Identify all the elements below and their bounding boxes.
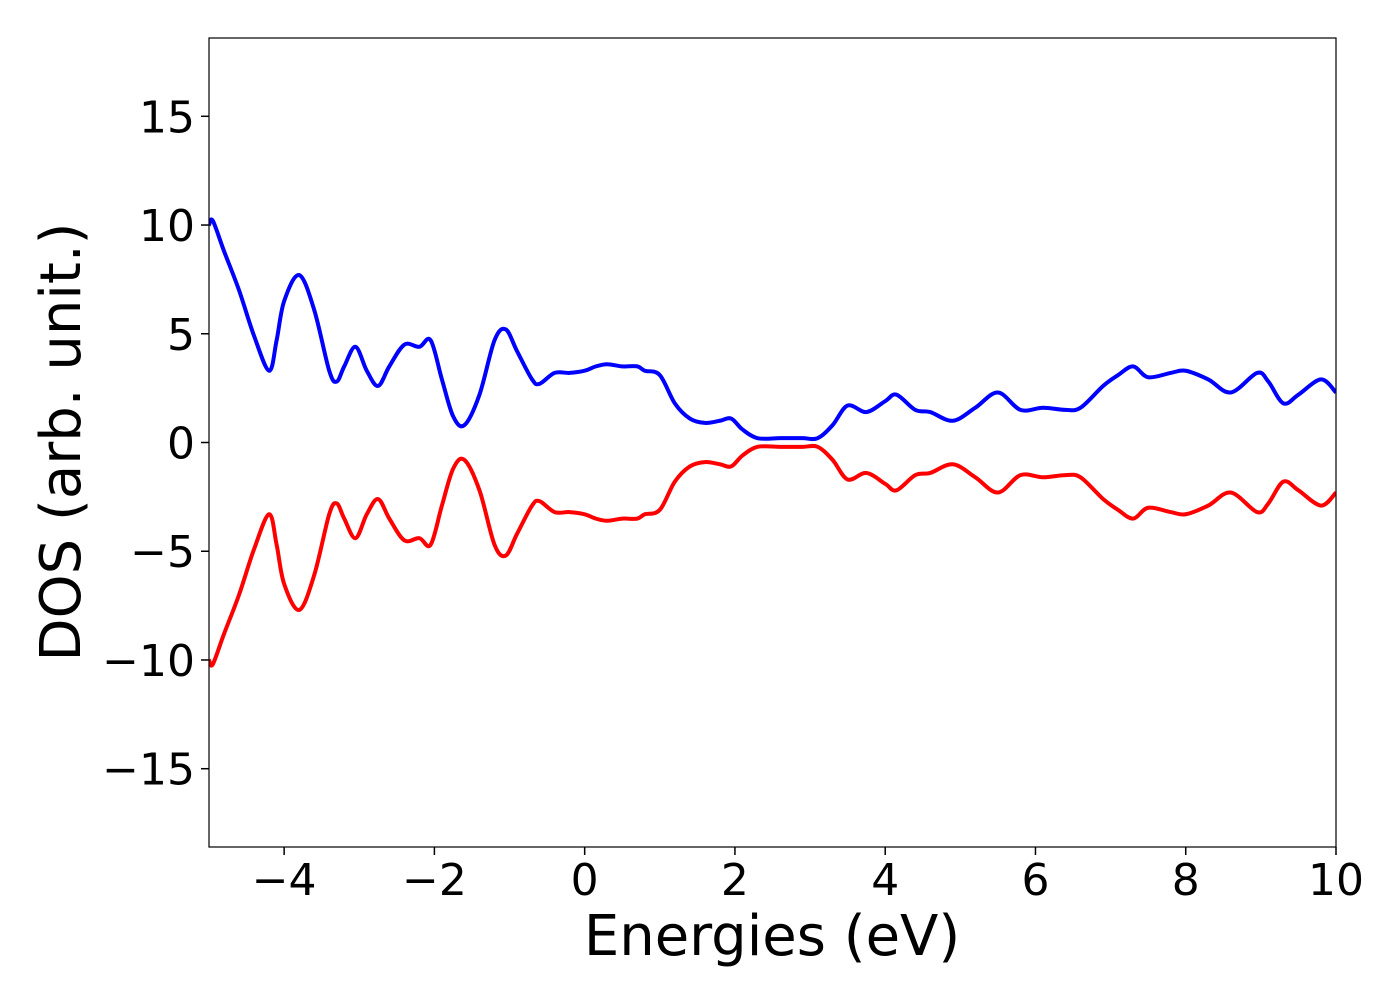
y-axis-label: DOS (arb. unit.) — [29, 222, 94, 661]
y-tick-label: −5 — [130, 527, 195, 578]
y-tick-label: −15 — [102, 745, 195, 796]
x-tick-label: 2 — [721, 855, 749, 906]
x-tick-label: 4 — [871, 855, 899, 906]
plot-frame — [208, 37, 1337, 848]
x-tick-label: −4 — [252, 855, 317, 906]
y-tick-label: 0 — [167, 419, 195, 470]
y-tick-label: −10 — [102, 636, 195, 687]
x-tick-label: −2 — [402, 855, 467, 906]
dos-line — [209, 443, 1336, 668]
x-tick-label: 6 — [1021, 855, 1049, 906]
x-tick-label: 10 — [1308, 855, 1364, 906]
x-axis-label: Energies (eV) — [584, 904, 960, 969]
y-tick-label: 5 — [167, 310, 195, 361]
x-tick-label: 0 — [571, 855, 599, 906]
y-tick-label: 15 — [139, 92, 195, 143]
y-tick-label: 10 — [139, 201, 195, 252]
dos-line — [209, 217, 1336, 442]
x-tick-label: 8 — [1172, 855, 1200, 906]
